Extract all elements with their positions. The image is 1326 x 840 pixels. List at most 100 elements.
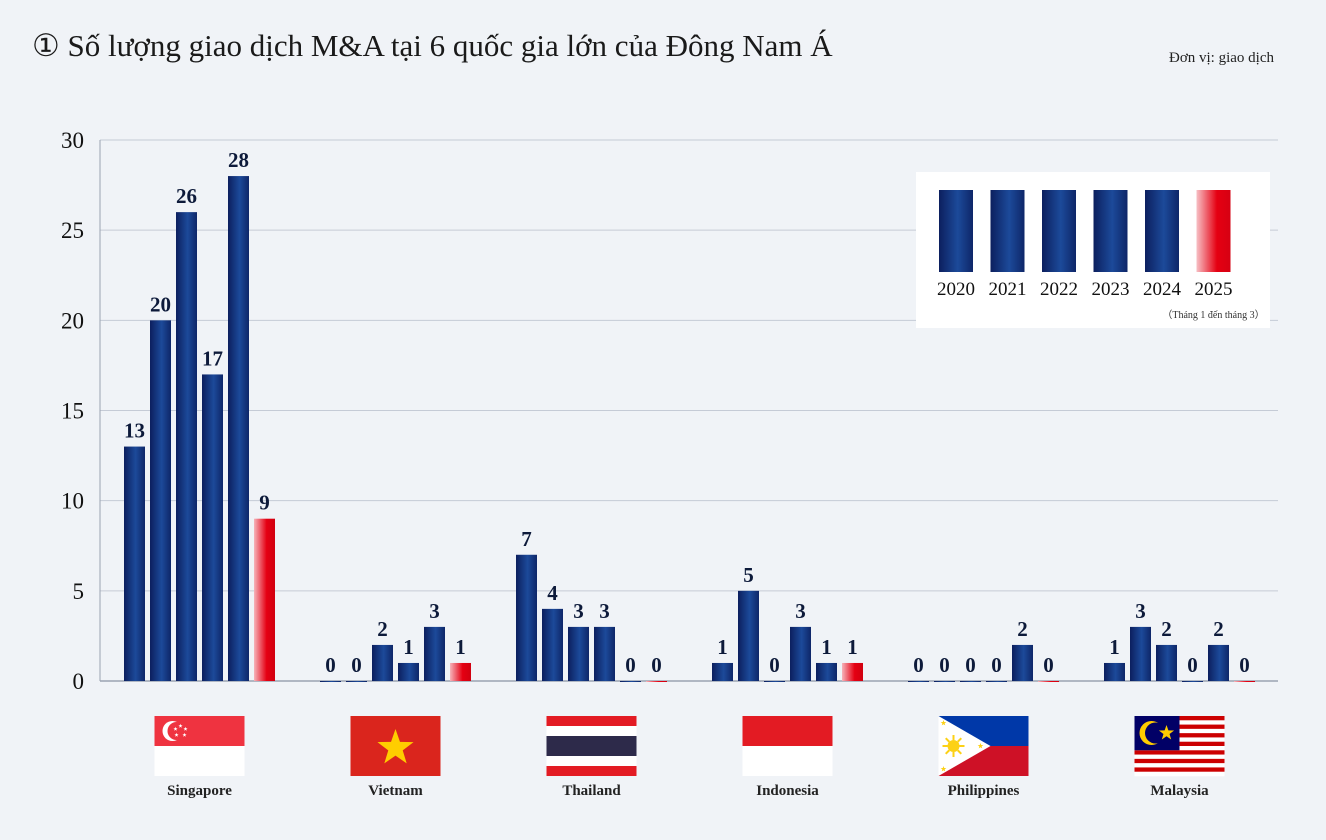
bar-philippines-2020: [908, 681, 929, 682]
value-label-thailand-2025: 0: [651, 653, 662, 677]
thailand-flag: [546, 716, 637, 776]
category-labels: Singapore Vietnam Thailand Indonesia Philipp…: [167, 783, 1209, 799]
bar-singapore-2020: [124, 446, 145, 681]
bar-vietnam-2023: [398, 662, 419, 681]
value-label-singapore-2020: 13: [124, 419, 145, 443]
bars: [124, 176, 1255, 682]
y-tick-label-5: 5: [73, 579, 85, 604]
value-label-indonesia-2023: 3: [795, 599, 806, 623]
chart-title: ① Số lượng giao dịch M&A tại 6 quốc gia …: [32, 28, 833, 63]
bar-indonesia-2020: [712, 662, 733, 681]
value-label-malaysia-2021: 3: [1135, 599, 1146, 623]
value-label-singapore-2024: 28: [228, 148, 249, 172]
value-label-vietnam-2022: 2: [377, 617, 388, 641]
y-tick-label-15: 15: [61, 399, 84, 424]
flag-star: [174, 732, 179, 737]
flag-star: [178, 723, 183, 728]
legend-note-2025: （Tháng 1 đến tháng 3）: [1162, 309, 1264, 321]
flag-stripe: [1134, 771, 1225, 777]
flag-stripe: [154, 746, 245, 776]
sun-ray: [945, 749, 950, 755]
bar-philippines-2021: [934, 681, 955, 682]
legend-label-2024: 2024: [1143, 279, 1182, 300]
flag-star: [377, 729, 414, 764]
bar-malaysia-2024: [1208, 644, 1229, 681]
bar-thailand-2024: [620, 681, 641, 682]
value-label-thailand-2021: 4: [547, 581, 558, 605]
bar-malaysia-2021: [1130, 626, 1151, 681]
legend-swatch-2021: [990, 190, 1025, 272]
flag-stripe: [1134, 754, 1225, 760]
bar-vietnam-2020: [320, 681, 341, 682]
value-label-vietnam-2024: 3: [429, 599, 440, 623]
value-label-indonesia-2021: 5: [743, 563, 754, 587]
flag-star: [977, 743, 984, 749]
bar-indonesia-2023: [790, 626, 811, 681]
flag-stripe: [1134, 767, 1225, 773]
legend-swatch-2025: [1196, 190, 1231, 272]
value-label-thailand-2023: 3: [599, 599, 610, 623]
legend-label-2020: 2020: [937, 279, 975, 300]
value-label-vietnam-2023: 1: [403, 635, 414, 659]
bar-singapore-2025: [254, 518, 275, 681]
value-label-philippines-2020: 0: [913, 653, 924, 677]
bar-philippines-2025: [1038, 681, 1059, 682]
legend: 2020 2021 2022 2023 2024 2025 （Tháng 1 đến thá…: [916, 172, 1270, 328]
legend-label-2021: 2021: [989, 279, 1027, 300]
bar-singapore-2024: [228, 176, 249, 682]
category-label-singapore: Singapore: [167, 783, 232, 799]
value-label-indonesia-2024: 1: [821, 635, 832, 659]
bar-vietnam-2022: [372, 644, 393, 681]
flag-stripe: [546, 766, 637, 776]
flag-star: [940, 766, 947, 772]
legend-swatch-2022: [1042, 190, 1076, 272]
unit-label: Đơn vị: giao dịch: [1169, 50, 1274, 66]
flag-star: [173, 726, 178, 731]
y-tick-label-0: 0: [73, 669, 85, 694]
bar-indonesia-2022: [764, 681, 785, 682]
bar-thailand-2025: [646, 681, 667, 682]
value-label-thailand-2020: 7: [521, 527, 532, 551]
y-tick-label-25: 25: [61, 218, 84, 243]
bar-malaysia-2022: [1156, 644, 1177, 681]
crescent-cut: [1145, 722, 1166, 744]
legend-swatch-2023: [1093, 190, 1128, 272]
indonesia-flag: [742, 716, 833, 776]
value-label-philippines-2022: 0: [965, 653, 976, 677]
flag-star: [940, 720, 947, 726]
value-label-indonesia-2025: 1: [847, 635, 858, 659]
bar-singapore-2021: [150, 320, 171, 681]
bar-vietnam-2021: [346, 681, 367, 682]
flag-stripe: [546, 726, 637, 736]
bar-indonesia-2021: [738, 590, 759, 681]
country-flags: [154, 716, 1225, 777]
bar-vietnam-2024: [424, 626, 445, 681]
y-tick-label-10: 10: [61, 489, 84, 514]
bar-philippines-2023: [986, 681, 1007, 682]
value-label-vietnam-2021: 0: [351, 653, 362, 677]
bar-thailand-2020: [516, 554, 537, 681]
y-axis: 0 5 10 15 20 25 30: [61, 128, 101, 694]
singapore-flag: [154, 716, 245, 776]
y-tick-label-30: 30: [61, 128, 84, 153]
philippines-flag: [938, 716, 1029, 776]
bar-indonesia-2025: [842, 662, 863, 681]
sun-ray: [957, 749, 962, 755]
value-label-singapore-2025: 9: [259, 491, 270, 515]
y-tick-label-20: 20: [61, 308, 84, 333]
legend-label-2025: 2025: [1195, 279, 1233, 300]
value-label-philippines-2021: 0: [939, 653, 950, 677]
value-label-vietnam-2025: 1: [455, 635, 466, 659]
category-label-malaysia: Malaysia: [1150, 783, 1209, 799]
bar-malaysia-2025: [1234, 681, 1255, 682]
value-label-singapore-2022: 26: [176, 184, 197, 208]
flag-stripe: [742, 746, 833, 776]
flag-star: [182, 732, 187, 737]
flag-stripe: [1134, 758, 1225, 764]
bar-singapore-2022: [176, 212, 197, 681]
bar-indonesia-2024: [816, 662, 837, 681]
flag-star: [183, 726, 188, 731]
value-label-malaysia-2024: 2: [1213, 617, 1224, 641]
